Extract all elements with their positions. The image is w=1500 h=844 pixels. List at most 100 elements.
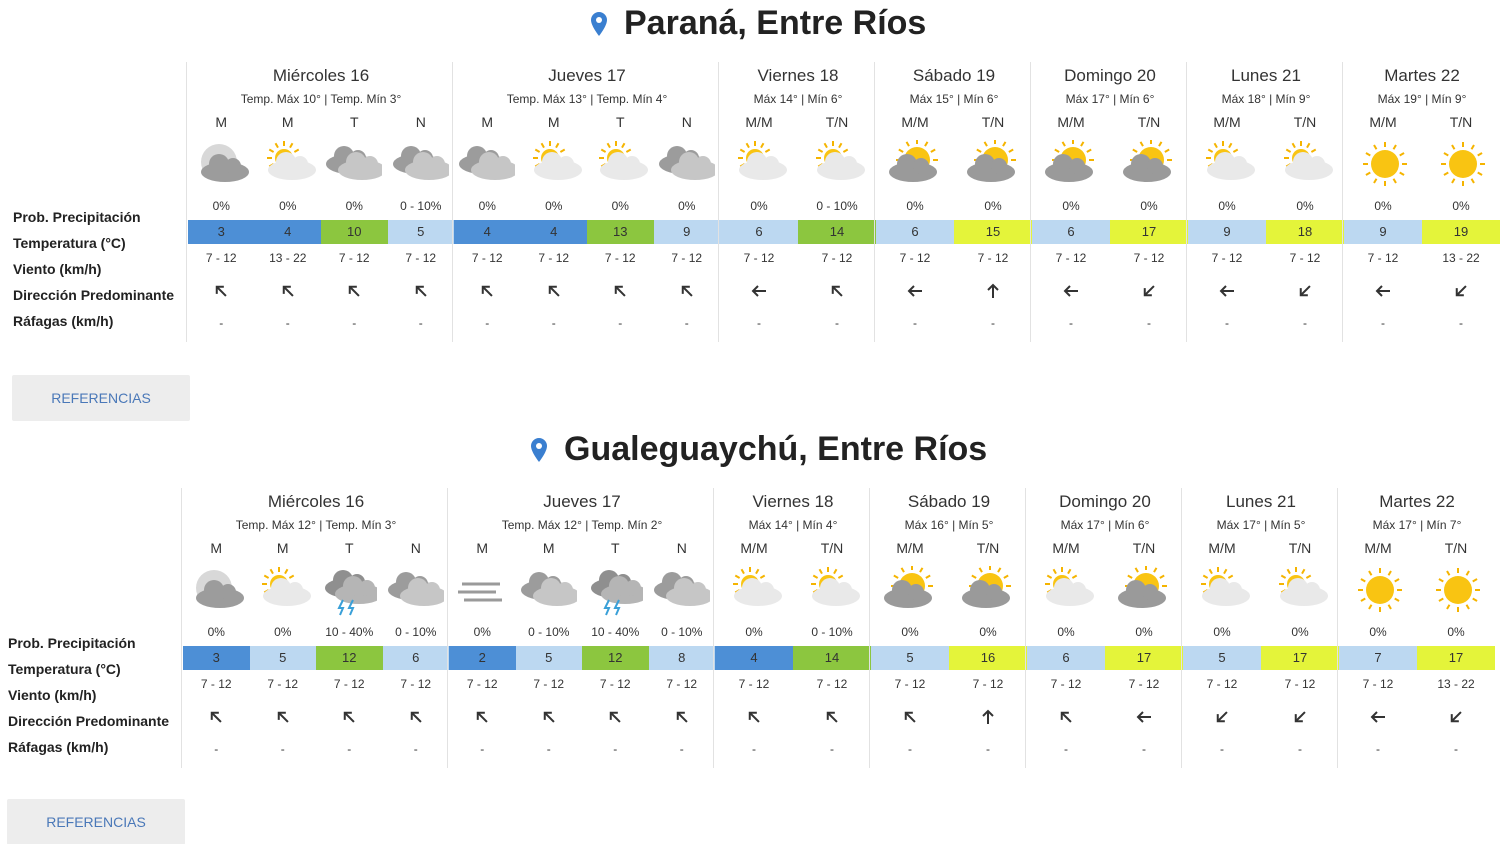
wind: 7 - 12: [977, 251, 1009, 265]
wind: 7 - 12: [1050, 677, 1082, 691]
wind: 7 - 12: [471, 251, 503, 265]
gust: -: [684, 316, 689, 330]
temperature: 7: [1339, 646, 1417, 670]
wind-direction: [208, 709, 224, 730]
period-label: T/N: [1449, 114, 1473, 130]
precip: 0%: [473, 625, 491, 639]
precip: 0%: [745, 625, 763, 639]
precip: 0%: [750, 199, 768, 213]
precip: 0 - 10%: [400, 199, 442, 213]
wind: 7 - 12: [205, 251, 237, 265]
wind-direction: [1448, 709, 1464, 730]
wind: 13 - 22: [1442, 251, 1480, 265]
period-label: T/N: [1293, 114, 1317, 130]
column-separator: [447, 488, 448, 768]
weather-icon-graphic: [326, 146, 387, 180]
row-label: Temperatura (°C): [13, 235, 126, 251]
column-separator: [869, 488, 870, 768]
period-label: M: [476, 540, 489, 556]
references-button[interactable]: REFERENCIAS: [12, 375, 190, 421]
gust: -: [1381, 316, 1385, 330]
weather-icon-graphic: [1045, 139, 1094, 182]
period-label: M: [210, 540, 223, 556]
temperature: 14: [793, 646, 871, 670]
column-separator: [1181, 488, 1182, 768]
temperature: 6: [1032, 220, 1110, 244]
weather-icon-graphic: [816, 141, 865, 180]
weather-icon: [804, 566, 860, 621]
wind-direction-graphic: [1450, 711, 1462, 723]
wind-direction: [679, 283, 695, 304]
period-label: M/M: [745, 114, 773, 130]
weather-icon-graphic: [884, 565, 933, 608]
temperature: 5: [387, 220, 454, 244]
weather-icon-graphic: [1118, 565, 1167, 608]
gust: -: [1454, 742, 1458, 756]
wind-direction-graphic: [1370, 711, 1385, 723]
weather-icon-graphic: [261, 567, 311, 606]
period-label: N: [676, 540, 687, 556]
wind-direction-graphic: [904, 711, 916, 723]
gust: -: [352, 316, 357, 330]
precip: 0%: [1369, 625, 1387, 639]
wind-direction: [341, 709, 357, 730]
day-temps: Máx 14° | Mín 4°: [748, 518, 838, 532]
day-temps: Máx 17° | Mín 6°: [1065, 92, 1155, 106]
wind: 13 - 22: [269, 251, 307, 265]
gust: -: [219, 316, 224, 330]
gust: -: [551, 316, 556, 330]
temperature: 4: [520, 220, 587, 244]
day-name: Viernes 18: [757, 66, 839, 85]
gust: -: [1142, 742, 1146, 756]
wind-direction-graphic: [751, 285, 766, 297]
weather-icon: [392, 140, 453, 195]
wind-direction-graphic: [415, 285, 427, 297]
wind-direction: [1136, 709, 1152, 730]
precip: 10 - 40%: [325, 625, 374, 639]
temperature: 5: [515, 646, 582, 670]
period-label: M: [215, 114, 228, 130]
temperature: 16: [949, 646, 1027, 670]
wind-direction-graphic: [1216, 711, 1228, 723]
temperature: 6: [382, 646, 449, 670]
wind: 7 - 12: [816, 677, 848, 691]
references-button[interactable]: REFERENCIAS: [7, 799, 185, 844]
wind-direction: [607, 709, 623, 730]
row-label: Viento (km/h): [8, 687, 97, 703]
period-label: M/M: [901, 114, 929, 130]
day-name: Jueves 17: [548, 66, 626, 85]
precip: 0%: [1057, 625, 1075, 639]
wind-direction-graphic: [610, 711, 621, 723]
wind-direction: [546, 283, 562, 304]
wind: 7 - 12: [200, 677, 232, 691]
weather-icon: [960, 565, 1016, 621]
wind-direction-graphic: [543, 711, 555, 723]
precip: 0%: [212, 199, 230, 213]
precip: 0%: [478, 199, 496, 213]
row-label: Prob. Precipitación: [13, 209, 141, 225]
precip: 0%: [1447, 625, 1465, 639]
wind-direction-graphic: [216, 285, 227, 297]
temperature: 3: [183, 646, 250, 670]
gust: -: [830, 742, 834, 756]
weather-icon: [1199, 140, 1255, 195]
period-label: N: [410, 540, 421, 556]
precip: 0%: [1135, 625, 1153, 639]
precip: 0%: [979, 625, 997, 639]
column-separator: [1025, 488, 1026, 768]
wind-direction: [1375, 283, 1391, 304]
wind-direction: [479, 283, 495, 304]
gust: -: [1220, 742, 1224, 756]
day-name: Miércoles 16: [272, 66, 370, 85]
gust: -: [546, 742, 551, 756]
weather-icon-graphic: [1441, 142, 1485, 186]
weather-icon: [188, 566, 245, 621]
temperature: 8: [648, 646, 715, 670]
precip: 10 - 40%: [591, 625, 640, 639]
temperature: 9: [1344, 220, 1422, 244]
wind-direction-graphic: [344, 711, 355, 723]
column-separator: [1186, 62, 1187, 342]
weather-icon-graphic: [1284, 141, 1333, 180]
day-name: Sábado 19: [907, 492, 991, 511]
wind-direction-graphic: [1294, 711, 1306, 723]
